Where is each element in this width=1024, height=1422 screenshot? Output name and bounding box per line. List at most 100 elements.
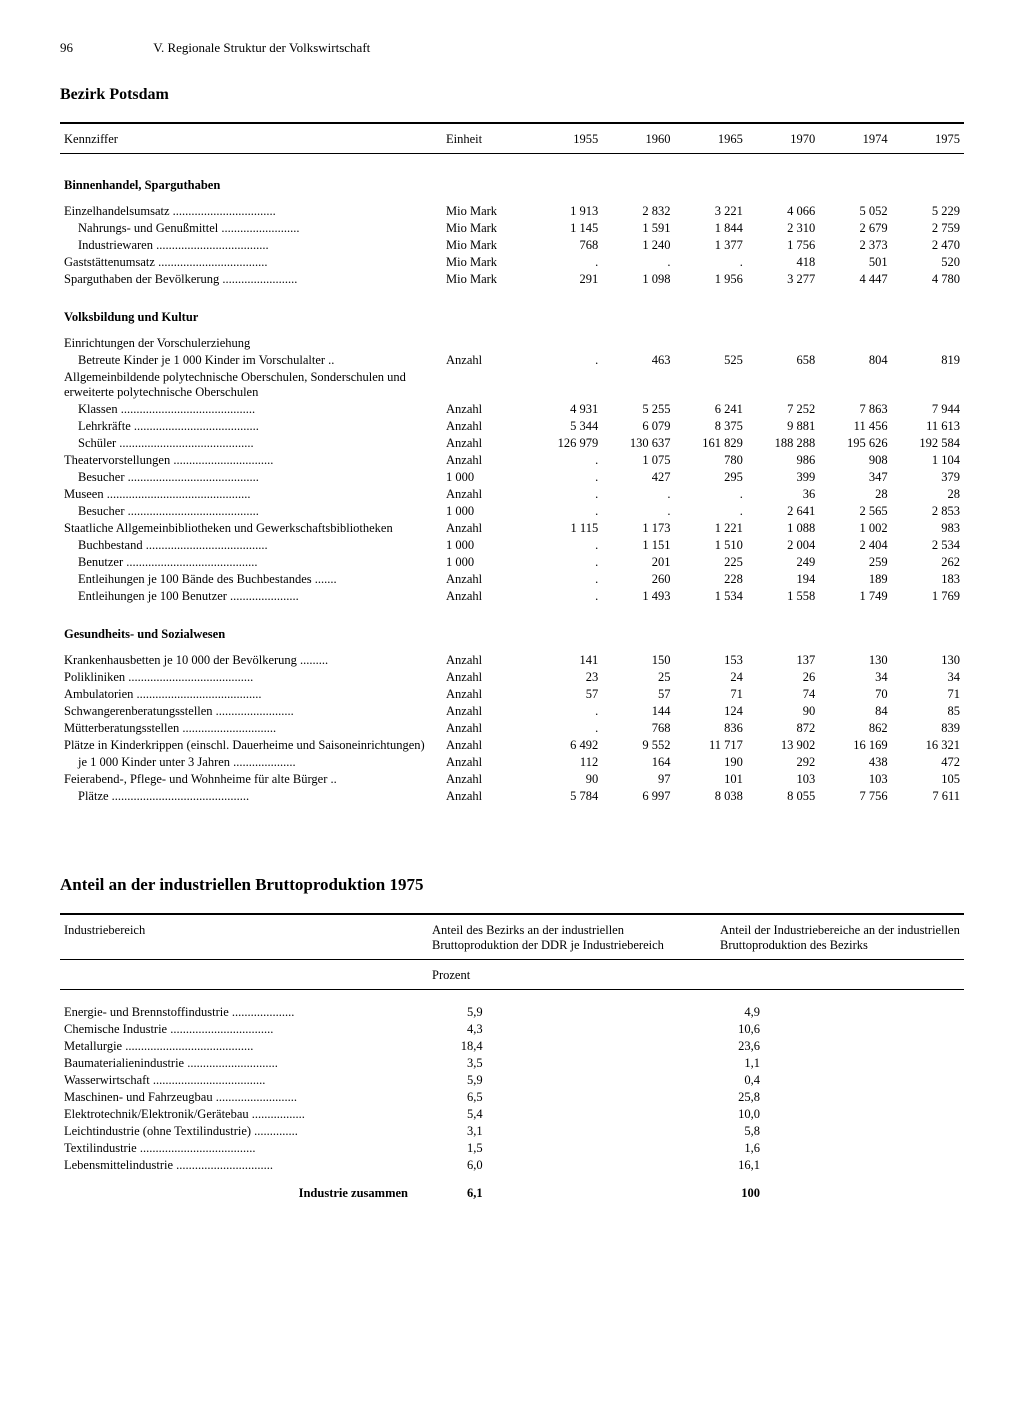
page-header: 96 V. Regionale Struktur der Volkswirtsc…	[60, 40, 964, 56]
data-cell: 262	[892, 554, 964, 571]
table-row: Klassen ................................…	[60, 401, 964, 418]
row-label: Betreute Kinder je 1 000 Kinder im Vorsc…	[60, 352, 442, 369]
total-label: Industrie zusammen	[60, 1174, 428, 1202]
share-bezirk: 16,1	[716, 1157, 764, 1174]
data-cell: 986	[747, 452, 819, 469]
col-einheit: Einheit	[442, 126, 530, 154]
table-row: Polikliniken ...........................…	[60, 669, 964, 686]
data-cell: .	[602, 486, 674, 503]
row-label: Besucher ...............................…	[60, 503, 442, 520]
data-cell: 70	[819, 686, 891, 703]
row-label: Entleihungen je 100 Bände des Buchbestan…	[60, 571, 442, 588]
row-label: Entleihungen je 100 Benutzer ...........…	[60, 588, 442, 605]
data-cell: 295	[675, 469, 747, 486]
table-row: Leichtindustrie (ohne Textilindustrie) .…	[60, 1123, 964, 1140]
data-cell: 1 756	[747, 237, 819, 254]
table-row: Chemische Industrie ....................…	[60, 1021, 964, 1038]
share-ddr: 1,5	[428, 1140, 487, 1157]
row-label: Nahrungs- und Genußmittel ..............…	[60, 220, 442, 237]
data-cell: 7 252	[747, 401, 819, 418]
row-label: Krankenhausbetten je 10 000 der Bevölker…	[60, 652, 442, 669]
col-1974: 1974	[819, 126, 891, 154]
col-1955: 1955	[530, 126, 602, 154]
row-label: Ambulatorien ...........................…	[60, 686, 442, 703]
share-ddr: 18,4	[428, 1038, 487, 1055]
data-cell: 1 956	[675, 271, 747, 288]
data-cell: .	[675, 503, 747, 520]
data-cell: 1 844	[675, 220, 747, 237]
data-cell: 4 931	[530, 401, 602, 418]
data-cell: 36	[747, 486, 819, 503]
data-cell: 1 493	[602, 588, 674, 605]
data-cell: .	[530, 452, 602, 469]
data-cell: 1 221	[675, 520, 747, 537]
data-cell: 150	[602, 652, 674, 669]
data-cell: 1 075	[602, 452, 674, 469]
row-unit	[442, 335, 530, 352]
data-cell: 259	[819, 554, 891, 571]
row-unit: Anzahl	[442, 652, 530, 669]
data-cell: 130	[819, 652, 891, 669]
data-cell: 2 310	[747, 220, 819, 237]
data-cell: 103	[747, 771, 819, 788]
row-unit: Anzahl	[442, 352, 530, 369]
share-ddr: 6,5	[428, 1089, 487, 1106]
table-row: Benutzer ...............................…	[60, 554, 964, 571]
data-cell: 84	[819, 703, 891, 720]
data-cell: .	[530, 503, 602, 520]
data-cell: 153	[675, 652, 747, 669]
row-label: Lehrkräfte .............................…	[60, 418, 442, 435]
data-cell: 3 277	[747, 271, 819, 288]
row-unit: Anzahl	[442, 571, 530, 588]
data-cell: 137	[747, 652, 819, 669]
table-row: Buchbestand ............................…	[60, 537, 964, 554]
data-cell: 5 052	[819, 203, 891, 220]
table-row: Besucher ...............................…	[60, 503, 964, 520]
data-cell: 71	[675, 686, 747, 703]
data-cell: 2 373	[819, 237, 891, 254]
data-cell: .	[675, 486, 747, 503]
data-cell: 2 679	[819, 220, 891, 237]
row-unit: Mio Mark	[442, 271, 530, 288]
data-cell: 124	[675, 703, 747, 720]
data-cell: 1 173	[602, 520, 674, 537]
col-1975: 1975	[892, 126, 964, 154]
data-cell	[530, 369, 602, 401]
data-cell: .	[675, 254, 747, 271]
data-cell: 1 002	[819, 520, 891, 537]
data-cell: 6 241	[675, 401, 747, 418]
table-row: Lehrkräfte .............................…	[60, 418, 964, 435]
table-row: Industriewaren .........................…	[60, 237, 964, 254]
data-cell: 57	[530, 686, 602, 703]
table-row: Gaststättenumsatz ......................…	[60, 254, 964, 271]
data-cell: 249	[747, 554, 819, 571]
data-cell: 780	[675, 452, 747, 469]
row-unit: Anzahl	[442, 754, 530, 771]
data-cell: 2 004	[747, 537, 819, 554]
data-cell: 192 584	[892, 435, 964, 452]
data-cell: 839	[892, 720, 964, 737]
data-cell: 11 717	[675, 737, 747, 754]
data-cell: 1 591	[602, 220, 674, 237]
data-cell: 379	[892, 469, 964, 486]
chapter-title: V. Regionale Struktur der Volkswirtschaf…	[153, 40, 370, 56]
row-label: Benutzer ...............................…	[60, 554, 442, 571]
data-cell: 2 470	[892, 237, 964, 254]
share-bezirk: 0,4	[716, 1072, 764, 1089]
row-label: Allgemeinbildende polytechnische Obersch…	[60, 369, 442, 401]
data-cell: 525	[675, 352, 747, 369]
share-bezirk: 1,6	[716, 1140, 764, 1157]
data-cell: 438	[819, 754, 891, 771]
row-label: Chemische Industrie ....................…	[60, 1021, 428, 1038]
data-cell: 183	[892, 571, 964, 588]
data-cell: .	[602, 503, 674, 520]
data-cell: 194	[747, 571, 819, 588]
row-unit: Anzahl	[442, 520, 530, 537]
data-cell: 7 756	[819, 788, 891, 805]
row-label: Besucher ...............................…	[60, 469, 442, 486]
table-row: Staatliche Allgemeinbibliotheken und Gew…	[60, 520, 964, 537]
row-unit: 1 000	[442, 537, 530, 554]
data-cell: 2 832	[602, 203, 674, 220]
section-heading: Volksbildung und Kultur	[60, 288, 964, 335]
data-cell: 1 534	[675, 588, 747, 605]
